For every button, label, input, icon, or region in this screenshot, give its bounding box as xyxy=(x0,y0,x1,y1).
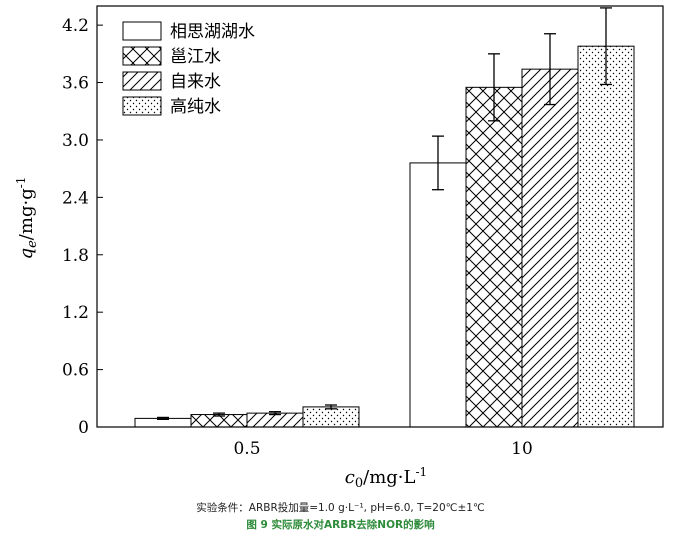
legend-label-4: 高纯水 xyxy=(170,97,221,117)
legend-label-2: 邕江水 xyxy=(170,47,221,67)
plot-area xyxy=(134,7,635,428)
y-tick-label-3.6: 3.6 xyxy=(62,74,89,94)
figure-title: 实际原水对ARBR去除NOR的影响 xyxy=(271,519,435,531)
plot-frame xyxy=(96,5,664,428)
y-axis-label-part-2: e xyxy=(25,240,40,248)
y-tick-label-3.0: 3.0 xyxy=(62,131,89,151)
bar-10-2 xyxy=(465,86,523,428)
bar-10-3 xyxy=(521,68,579,428)
y-axis-label: qe/mg·g-1 xyxy=(14,177,40,260)
legend-swatch-2 xyxy=(122,46,162,66)
figure-number: 图 9 xyxy=(246,519,268,531)
y-axis-label-part-3: /mg·g xyxy=(16,188,37,240)
y-tick-label-4.2: 4.2 xyxy=(62,16,89,36)
y-axis-label-part-1: q xyxy=(16,248,37,260)
x-axis-label: c0/mg·L-1 xyxy=(345,465,427,491)
y-axis-label-part-4: -1 xyxy=(14,177,28,189)
x-axis-label-part-2: 0 xyxy=(355,476,363,491)
axes: 0.5 10 0 0.6 1.2 1.8 2.4 3.0 3.6 4.2 xyxy=(62,5,664,459)
bar-chart: 0.5 10 0 0.6 1.2 1.8 2.4 3.0 3.6 4.2 相思湖湖水邕江水自来水高… xyxy=(14,5,664,491)
legend-swatch-1 xyxy=(122,21,162,41)
caption-title: 图 9 实际原水对ARBR去除NOR的影响 xyxy=(0,517,681,532)
legend-label-3: 自来水 xyxy=(170,72,221,92)
x-axis-label-part-1: c xyxy=(345,467,355,488)
x-tick-label-10: 10 xyxy=(511,439,533,459)
bar-0.5-4 xyxy=(302,406,360,428)
legend-swatch-4 xyxy=(122,96,162,116)
y-tick-label-1.2: 1.2 xyxy=(62,303,89,323)
x-axis-label-part-4: -1 xyxy=(416,465,428,479)
x-tick-label-0.5: 0.5 xyxy=(233,439,260,459)
bar-10-4 xyxy=(577,45,635,428)
legend-swatch-3 xyxy=(122,71,162,91)
y-tick-label-0: 0 xyxy=(78,418,89,438)
legend-label-1: 相思湖湖水 xyxy=(170,22,255,42)
y-tick-label-1.8: 1.8 xyxy=(62,246,89,266)
y-tick-label-2.4: 2.4 xyxy=(62,188,89,208)
bar-10-1 xyxy=(409,162,467,428)
caption-conditions: 实验条件：ARBR投加量=1.0 g·L⁻¹, pH=6.0, T=20℃±1℃ xyxy=(196,502,485,514)
x-axis-label-part-3: /mg·L xyxy=(363,467,415,488)
y-tick-label-0.6: 0.6 xyxy=(62,361,89,381)
